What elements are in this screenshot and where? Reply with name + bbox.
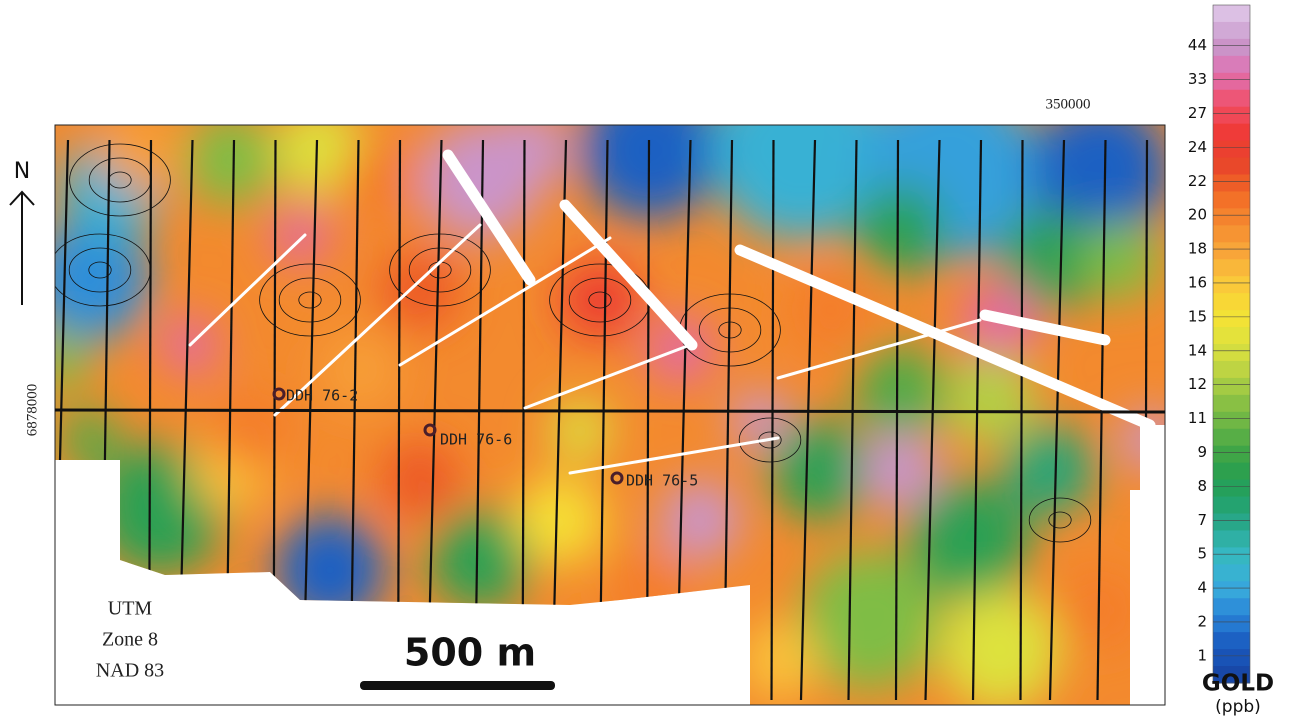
page: DDH 76-2 DDH 76-6 DDH 76-5 350000 687800… <box>0 0 1292 725</box>
legend-swatch <box>1213 107 1250 124</box>
legend-swatch <box>1213 175 1250 192</box>
heat-blob <box>515 475 605 565</box>
heat-blob <box>30 220 150 340</box>
heat-blob <box>275 515 385 625</box>
legend-swatch <box>1213 73 1250 90</box>
easting-label: 350000 <box>1046 96 1091 112</box>
legend-label: 7 <box>1197 511 1207 529</box>
legend-title: GOLD <box>1202 671 1274 697</box>
legend-swatch <box>1213 310 1250 327</box>
legend-label: 2 <box>1197 612 1207 630</box>
legend-swatch <box>1213 649 1250 666</box>
heat-blob <box>1080 220 1160 300</box>
legend-swatch <box>1213 191 1250 208</box>
north-label: N <box>14 159 30 184</box>
heat-blob <box>340 140 420 220</box>
heat-blob <box>610 550 690 630</box>
legend-label: 18 <box>1188 240 1207 258</box>
legend-swatch <box>1213 378 1250 395</box>
projection-text: NAD 83 <box>96 660 164 682</box>
scale-bar <box>360 681 555 690</box>
legend-swatch <box>1213 361 1250 378</box>
legend-swatch <box>1213 446 1250 463</box>
legend-swatch <box>1213 293 1250 310</box>
legend-label: 9 <box>1197 443 1207 461</box>
legend-label: 33 <box>1188 70 1207 88</box>
legend-unit: (ppb) <box>1215 697 1261 717</box>
drill-label: DDH 76-5 <box>626 472 698 490</box>
legend-swatch <box>1213 242 1250 259</box>
legend-label: 1 <box>1197 646 1207 664</box>
northing-label: 6878000 <box>24 384 40 437</box>
road <box>55 410 1165 412</box>
legend-swatch <box>1213 225 1250 242</box>
legend-swatch <box>1213 615 1250 632</box>
legend-swatch <box>1213 56 1250 73</box>
legend-swatch <box>1213 581 1250 598</box>
heat-blob <box>740 620 820 700</box>
legend-swatch <box>1213 344 1250 361</box>
heat-blob <box>60 410 120 470</box>
legend-swatch <box>1213 530 1250 547</box>
heat-blob <box>490 110 570 190</box>
heat-blob <box>270 205 330 265</box>
heat-blob <box>855 185 945 275</box>
legend-label: 24 <box>1188 138 1207 156</box>
projection-text: UTM <box>108 598 153 620</box>
legend-swatch <box>1213 39 1250 56</box>
legend-label: 4 <box>1197 579 1207 597</box>
legend-swatch <box>1213 514 1250 531</box>
legend-label: 15 <box>1188 307 1207 325</box>
heat-blob <box>1005 425 1095 515</box>
legend-swatch <box>1213 412 1250 429</box>
heat-blob <box>940 590 1060 710</box>
legend-swatch <box>1213 632 1250 649</box>
legend-swatch <box>1213 276 1250 293</box>
legend-swatch <box>1213 395 1250 412</box>
legend-label: 14 <box>1188 341 1207 359</box>
legend-label: 8 <box>1197 477 1207 495</box>
legend-swatch <box>1213 564 1250 581</box>
legend-swatch <box>1213 208 1250 225</box>
legend-swatch <box>1213 429 1250 446</box>
heat-blob <box>100 110 180 190</box>
drill-label: DDH 76-6 <box>440 431 512 449</box>
legend-swatch <box>1213 497 1250 514</box>
gold-heatmap <box>30 60 1180 720</box>
legend-label: 27 <box>1188 104 1207 122</box>
legend: 44 33 27 24 22 20 18 16 15 14 12 11 9 8 7 5 4 2 1 <box>1188 5 1250 684</box>
legend-swatch <box>1213 158 1250 175</box>
legend-swatch <box>1213 327 1250 344</box>
heat-blob <box>210 390 290 470</box>
legend-label: 11 <box>1188 409 1207 427</box>
legend-swatch <box>1213 480 1250 497</box>
legend-label: 12 <box>1188 375 1207 393</box>
heat-blob <box>30 330 90 390</box>
projection-text: Zone 8 <box>102 629 158 651</box>
legend-label: 20 <box>1188 206 1207 224</box>
legend-swatch <box>1213 259 1250 276</box>
legend-swatch <box>1213 463 1250 480</box>
heat-blob <box>185 115 275 205</box>
legend-swatch <box>1213 547 1250 564</box>
drill-label: DDH 76-2 <box>286 387 358 405</box>
legend-swatch <box>1213 22 1250 39</box>
heat-blob <box>380 440 460 520</box>
heat-blob <box>380 250 460 330</box>
heat-blob <box>800 550 940 690</box>
legend-swatch <box>1213 141 1250 158</box>
legend-label: 44 <box>1188 36 1207 54</box>
legend-label: 5 <box>1197 545 1207 563</box>
legend-swatch <box>1213 598 1250 615</box>
legend-swatch <box>1213 5 1250 22</box>
heat-blob <box>430 510 530 610</box>
legend-swatch <box>1213 90 1250 107</box>
legend-label: 22 <box>1188 172 1207 190</box>
scale-label: 500 m <box>404 631 536 675</box>
legend-label: 16 <box>1188 273 1207 291</box>
legend-swatch <box>1213 124 1250 141</box>
